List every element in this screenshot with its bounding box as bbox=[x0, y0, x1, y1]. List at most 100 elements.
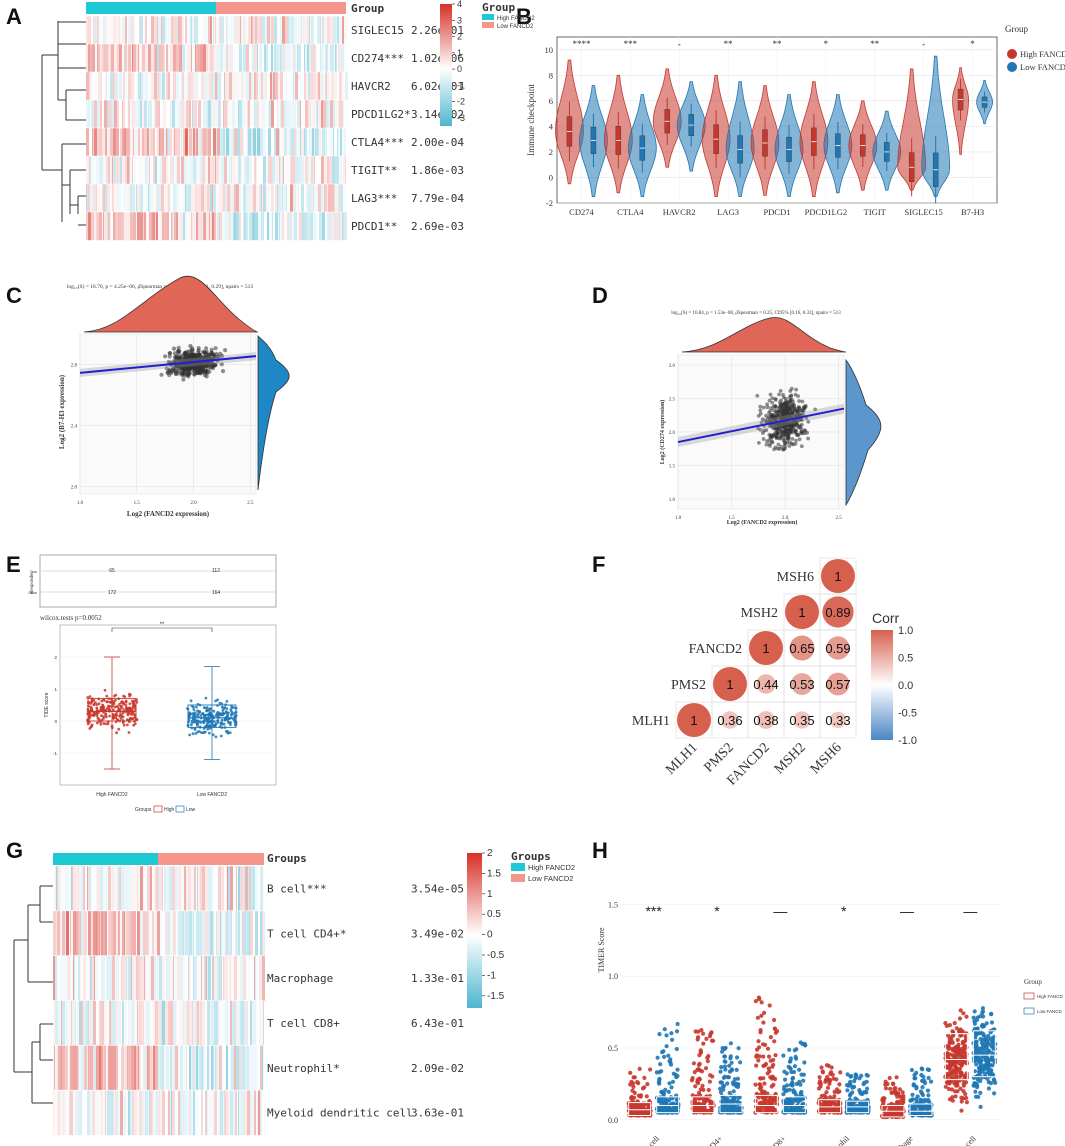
heatmap-cell bbox=[106, 44, 108, 73]
heatmap-cell bbox=[198, 212, 201, 241]
heatmap-cell bbox=[256, 1090, 258, 1136]
jitter-point bbox=[825, 1085, 831, 1090]
heatmap-cell bbox=[145, 955, 146, 1001]
heatmap-cell bbox=[302, 16, 303, 45]
heatmap-cell bbox=[106, 16, 108, 45]
heatmap-cell bbox=[184, 1090, 187, 1136]
heatmap-cell bbox=[76, 1000, 77, 1046]
heatmap-cell bbox=[95, 1090, 98, 1136]
jitter-point bbox=[199, 731, 203, 734]
heatmap-cell bbox=[130, 128, 133, 157]
legend-title: Groups bbox=[135, 807, 152, 813]
heatmap-cell bbox=[129, 1000, 131, 1046]
heatmap-cell bbox=[116, 955, 119, 1001]
heatmap-cell bbox=[177, 16, 178, 45]
jitter-point bbox=[664, 1098, 669, 1103]
heatmap-cell bbox=[203, 1045, 204, 1091]
heatmap-cell bbox=[194, 910, 196, 956]
heatmap-cell bbox=[281, 128, 284, 157]
heatmap-pvalue: 1.33e-01 bbox=[411, 972, 464, 985]
jitter-point bbox=[106, 722, 110, 726]
y-tick-label: 0 bbox=[549, 172, 553, 182]
jitter-point bbox=[728, 1054, 733, 1059]
heatmap-cell bbox=[113, 128, 116, 157]
heatmap-cell bbox=[308, 156, 311, 185]
heatmap-cell bbox=[143, 72, 144, 101]
heatmap-cell bbox=[114, 72, 115, 101]
heatmap-cell bbox=[181, 128, 182, 157]
heatmap-cell bbox=[242, 1045, 245, 1091]
stats-subtitle: log₁₀(S) = 16.84, p = 1.53e−08, ρ̂Spearm… bbox=[671, 311, 841, 316]
heatmap-cell bbox=[171, 16, 173, 45]
jitter-point bbox=[99, 720, 103, 723]
scatter-point bbox=[803, 428, 808, 433]
heatmap-cell bbox=[103, 16, 105, 45]
scatter-point bbox=[172, 351, 177, 356]
corr-value: 0.38 bbox=[753, 713, 778, 728]
heatmap-cell bbox=[297, 44, 298, 73]
heatmap-cell bbox=[263, 72, 265, 101]
heatmap-cell bbox=[313, 100, 316, 129]
heatmap-cell bbox=[279, 128, 280, 157]
heatmap-cell bbox=[203, 44, 206, 73]
jitter-point bbox=[824, 1090, 829, 1095]
heatmap-cell bbox=[195, 128, 196, 157]
heatmap-cell bbox=[164, 44, 165, 73]
jitter-point bbox=[768, 1058, 773, 1063]
scatter-point bbox=[779, 444, 784, 449]
heatmap-cell bbox=[215, 100, 218, 129]
heatmap-cell bbox=[64, 866, 65, 911]
heatmap-cell bbox=[53, 1000, 55, 1046]
heatmap-cell bbox=[287, 212, 289, 241]
heatmap-cell bbox=[271, 16, 274, 45]
heatmap-cell bbox=[223, 128, 225, 157]
heatmap-cell bbox=[213, 910, 214, 956]
jitter-point bbox=[630, 1104, 635, 1109]
heatmap-cell bbox=[250, 1000, 252, 1046]
heatmap-cell bbox=[203, 1090, 205, 1136]
jitter-point bbox=[756, 1039, 761, 1044]
heatmap-cell bbox=[62, 910, 65, 956]
heatmap-cell bbox=[187, 16, 190, 45]
heatmap-cell bbox=[150, 955, 151, 1001]
jitter-point bbox=[121, 721, 125, 724]
heatmap-cell bbox=[112, 156, 113, 185]
heatmap-cell bbox=[316, 156, 318, 185]
heatmap-cell bbox=[162, 955, 165, 1001]
heatmap-cell bbox=[101, 72, 102, 101]
jitter-point bbox=[229, 723, 232, 727]
heatmap-cell bbox=[115, 955, 116, 1001]
heatmap-cell bbox=[273, 212, 275, 241]
heatmap-cell bbox=[111, 1000, 114, 1046]
heatmap-cell bbox=[97, 212, 99, 241]
heatmap-cell bbox=[332, 44, 334, 73]
heatmap-cell bbox=[155, 100, 158, 129]
jitter-point bbox=[203, 730, 207, 734]
jitter-point bbox=[695, 1106, 700, 1111]
heatmap-cell bbox=[343, 156, 345, 185]
heatmap-cell bbox=[125, 910, 126, 956]
heatmap-cell bbox=[194, 955, 197, 1001]
heatmap-cell bbox=[190, 44, 191, 73]
jitter-point bbox=[198, 710, 202, 714]
heatmap-cell bbox=[146, 866, 147, 911]
jitter-point bbox=[697, 1096, 702, 1101]
jitter-point bbox=[671, 1102, 676, 1107]
heatmap-cell bbox=[148, 100, 149, 129]
jitter-point bbox=[758, 1030, 763, 1035]
heatmap-cell bbox=[97, 184, 100, 213]
heatmap-cell bbox=[192, 44, 194, 73]
heatmap-cell bbox=[271, 212, 272, 241]
heatmap-cell bbox=[149, 1090, 150, 1136]
heatmap-cell bbox=[92, 1090, 95, 1136]
heatmap-cell bbox=[111, 910, 113, 956]
heatmap-cell bbox=[189, 128, 192, 157]
jitter-point bbox=[96, 716, 100, 720]
heatmap-cell bbox=[127, 1045, 128, 1091]
heatmap-cell bbox=[220, 128, 223, 157]
heatmap-cell bbox=[218, 866, 221, 911]
heatmap-cell bbox=[192, 100, 193, 129]
scatter-point bbox=[783, 405, 788, 410]
heatmap-cell bbox=[136, 44, 138, 73]
heatmap-cell bbox=[306, 72, 308, 101]
